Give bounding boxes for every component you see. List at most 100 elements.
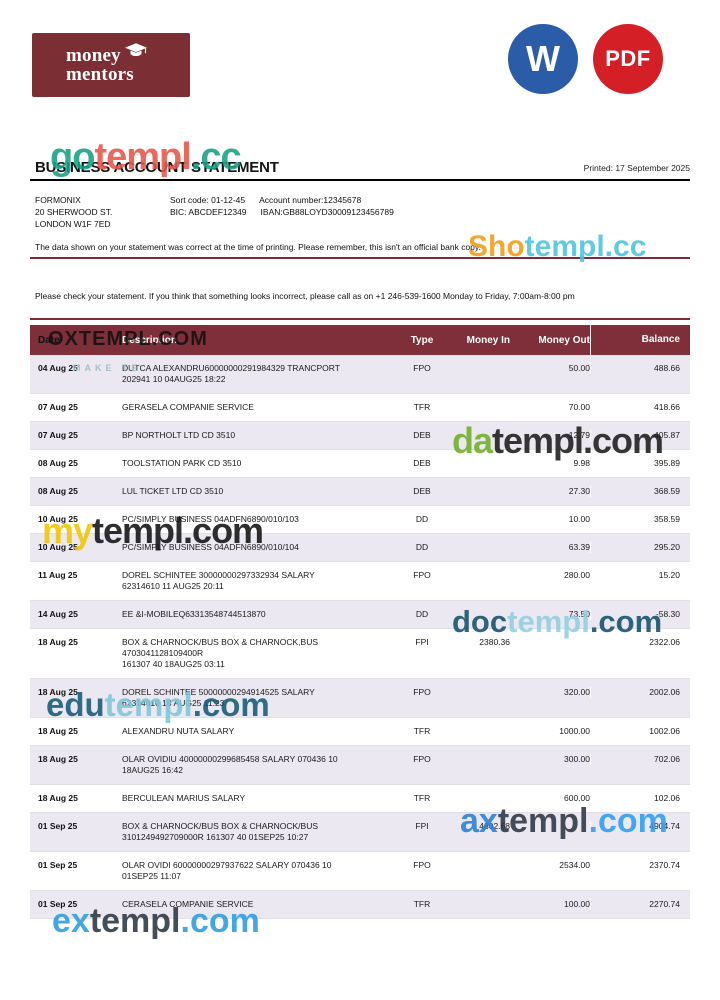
page-title: BUSINESS ACCOUNT STATEMENT <box>35 159 279 176</box>
table-row: 08 Aug 25 LUL TICKET LTD CD 3510 DEB 27.… <box>30 478 690 506</box>
cell-description: PC/SIMPLY BUSINESS 04ADFN6890/010/103 <box>122 514 392 525</box>
cell-description: CERASELA COMPANIE SERVICE <box>122 899 392 910</box>
cell-description: LUL TICKET LTD CD 3510 <box>122 486 392 497</box>
cell-date: 04 Aug 25 <box>38 363 78 373</box>
divider-rule-table <box>30 318 690 320</box>
cell-description: PC/SIMPLY BUSINESS 04ADFN6890/010/104 <box>122 542 392 553</box>
cell-date: 18 Aug 25 <box>38 726 78 736</box>
description-line-1: BOX & CHARNOCK/BUS BOX & CHARNOCK/BUS <box>122 821 319 831</box>
description-line-2: 18AUG25 16:42 <box>122 765 183 775</box>
cell-money-out: 600.00 <box>564 793 590 803</box>
cell-money-out: 73.50 <box>568 609 590 619</box>
cell-money-out: 10.00 <box>568 514 590 524</box>
cell-type: FPO <box>413 860 431 870</box>
cell-date: 10 Aug 25 <box>38 514 78 524</box>
cell-description: OLAR OVIDIU 40000000299685458 SALARY 070… <box>122 754 392 776</box>
description-line-1: CERASELA COMPANIE SERVICE <box>122 899 254 909</box>
table-header-row: Date Description Type Money In Money Out… <box>30 325 690 355</box>
column-header-description: Description <box>122 334 178 346</box>
graduation-cap-icon <box>124 43 147 56</box>
disclaimer-note: The data shown on your statement was cor… <box>35 242 481 252</box>
cell-description: DOREL SCHINTEE 50000000294914525 SALARY … <box>122 687 392 709</box>
account-numbers-block: Sort code: 01-12-45 Account number:123456… <box>170 194 394 218</box>
table-row: 01 Sep 25 CERASELA COMPANIE SERVICE TFR … <box>30 891 690 919</box>
cell-type: TFR <box>413 899 431 909</box>
cell-date: 07 Aug 25 <box>38 402 78 412</box>
cell-balance: 702.06 <box>590 754 685 765</box>
cell-balance: 4904.74 <box>590 821 685 832</box>
description-line-2: 161307 40 18AUG25 03:11 <box>122 659 225 669</box>
column-header-date: Date <box>38 334 60 346</box>
cell-money-out: 27.30 <box>568 486 590 496</box>
cell-balance: 358.59 <box>590 514 685 525</box>
description-line-2: 62314610 11 AUG25 20:11 <box>122 581 224 591</box>
cell-description: DUTCA ALEXANDRU60000000291984329 TRANCPO… <box>122 363 392 385</box>
description-line-1: LUL TICKET LTD CD 3510 <box>122 486 224 496</box>
cell-date: 08 Aug 25 <box>38 486 78 496</box>
cell-type: FPO <box>413 363 431 373</box>
description-line-1: TOOLSTATION PARK CD 3510 <box>122 458 242 468</box>
logo-word-mentors: mentors <box>66 64 134 85</box>
cell-type: FPO <box>413 754 431 764</box>
description-line-2: 3101249492709000R 161307 40 01SEP25 10:2… <box>122 832 309 842</box>
description-line-1: ALEXANDRU NUTA SALARY <box>122 726 235 736</box>
table-row: 11 Aug 25 DOREL SCHINTEE 300000002973329… <box>30 562 690 601</box>
cell-date: 18 Aug 25 <box>38 687 78 697</box>
sort-code: Sort code: 01-12-45 <box>170 195 246 205</box>
cell-date: 01 Sep 25 <box>38 899 78 909</box>
cell-balance: 2270.74 <box>590 899 685 910</box>
cell-type: TFR <box>413 726 431 736</box>
cell-balance: 418.66 <box>590 402 685 413</box>
pdf-file-icon: PDF <box>593 24 663 94</box>
account-number: Account number:12345678 <box>259 195 362 205</box>
table-row: 10 Aug 25 PC/SIMPLY BUSINESS 04ADFN6890/… <box>30 534 690 562</box>
cell-description: BOX & CHARNOCK/BUS BOX & CHARNOCK,BUS 47… <box>122 637 392 670</box>
cell-description: ALEXANDRU NUTA SALARY <box>122 726 392 737</box>
cell-type: DEB <box>413 430 431 440</box>
cell-money-in: 2380.36 <box>479 637 510 647</box>
cell-type: FPI <box>415 637 429 647</box>
column-header-type: Type <box>410 334 434 346</box>
cell-balance: 488.66 <box>590 363 685 374</box>
cell-money-out: 280.00 <box>564 570 590 580</box>
cell-description: DOREL SCHINTEE 30000000297332934 SALARY … <box>122 570 392 592</box>
cell-balance: 15.20 <box>590 570 685 581</box>
cell-money-out: 70.00 <box>568 402 590 412</box>
divider-rule-top <box>30 257 690 259</box>
cell-balance: 102.06 <box>590 793 685 804</box>
table-body: 04 Aug 25 DUTCA ALEXANDRU600000002919843… <box>30 355 690 919</box>
word-badge-label: W <box>526 38 560 79</box>
cell-balance: 405.87 <box>590 430 685 441</box>
description-line-1: BP NORTHOLT LTD CD 3510 <box>122 430 236 440</box>
column-header-money-out: Money Out <box>538 334 590 346</box>
cell-money-out: 1000.00 <box>559 726 590 736</box>
cell-date: 10 Aug 25 <box>38 542 78 552</box>
title-divider <box>30 179 690 181</box>
cell-balance: 395.89 <box>590 458 685 469</box>
cell-money-in: 4802.68 <box>479 821 510 831</box>
account-holder-block: FORMONIX 20 SHERWOOD ST. LONDON W1F 7ED <box>35 194 112 230</box>
table-row: 01 Sep 25 BOX & CHARNOCK/BUS BOX & CHARN… <box>30 813 690 852</box>
cell-money-out: 2534.00 <box>559 860 590 870</box>
logo-text: money mentors <box>32 43 147 85</box>
cell-description: TOOLSTATION PARK CD 3510 <box>122 458 392 469</box>
cell-balance: 295.20 <box>590 542 685 553</box>
cell-description: EE &I-MOBILEQ63313548744513870 <box>122 609 392 620</box>
cell-balance: 2322.06 <box>590 637 685 648</box>
description-line-1: BOX & CHARNOCK/BUS BOX & CHARNOCK,BUS 47… <box>122 637 319 658</box>
cell-balance: -58.30 <box>590 609 685 620</box>
column-header-money-in: Money In <box>466 334 510 346</box>
cell-type: DEB <box>413 486 431 496</box>
table-row: 14 Aug 25 EE &I-MOBILEQ63313548744513870… <box>30 601 690 629</box>
cell-money-out: 50.00 <box>568 363 590 373</box>
description-line-1: BERCULEAN MARIUS SALARY <box>122 793 246 803</box>
cell-money-out: 320.00 <box>564 687 590 697</box>
description-line-1: EE &I-MOBILEQ63313548744513870 <box>122 609 266 619</box>
cell-description: BP NORTHOLT LTD CD 3510 <box>122 430 392 441</box>
table-row: 08 Aug 25 TOOLSTATION PARK CD 3510 DEB 9… <box>30 450 690 478</box>
description-line-2: 01SEP25 11:07 <box>122 871 181 881</box>
bic: BIC: ABCDEF12349 <box>170 207 247 217</box>
cell-date: 11 Aug 25 <box>38 570 78 580</box>
cell-type: TFR <box>413 402 431 412</box>
cell-money-out: 100.00 <box>564 899 590 909</box>
